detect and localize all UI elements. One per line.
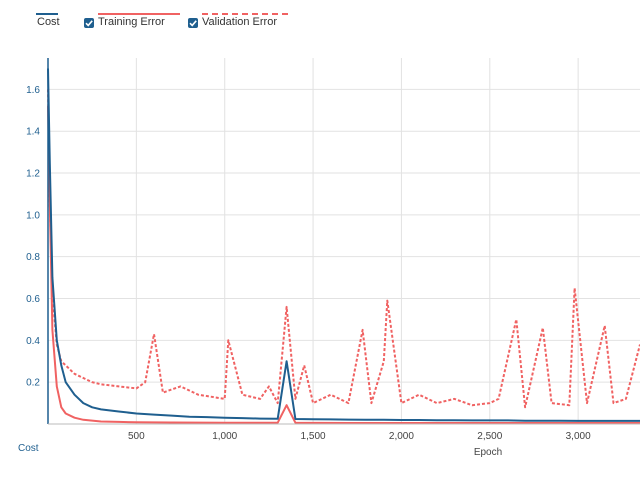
y-tick-label: 0.2	[26, 378, 40, 389]
x-axis-title: Epoch	[474, 447, 502, 458]
x-tick-label: 500	[128, 431, 145, 442]
y-tick-label: 0.6	[26, 294, 40, 305]
check-icon	[189, 20, 197, 27]
series-line-training-error	[47, 106, 640, 424]
series-layer	[47, 68, 640, 424]
checkbox-validation-error[interactable]	[188, 18, 198, 28]
legend-swatch-cost	[36, 13, 58, 15]
series-line-validation-error	[47, 89, 640, 409]
checkbox-training-error[interactable]	[84, 18, 94, 28]
y-tick-label: 1.2	[26, 169, 40, 180]
legend-label-cost: Cost	[37, 16, 60, 28]
legend-item-cost: Cost	[36, 8, 76, 38]
check-icon	[85, 20, 93, 27]
legend-label-training-error: Training Error	[98, 16, 165, 28]
x-tick-label: 1,000	[212, 431, 237, 442]
legend-swatch-training-error	[98, 13, 180, 15]
legend-item-validation-error[interactable]: Validation Error	[188, 8, 288, 38]
legend-swatch-validation-error	[202, 13, 288, 15]
series-line-cost	[47, 68, 640, 422]
x-tick-label: 1,500	[301, 431, 326, 442]
y-tick-label: 0.8	[26, 252, 40, 263]
grid-lines	[48, 58, 640, 424]
y-tick-label: 0.4	[26, 336, 40, 347]
tick-labels: 0.2 0.4 0.6 0.8 1.0 1.2 1.4 1.6 500 1,000 1,500 2,0…	[26, 85, 591, 442]
x-tick-label: 3,000	[566, 431, 591, 442]
axes	[47, 58, 640, 425]
legend-item-training-error[interactable]: Training Error	[84, 8, 184, 38]
x-tick-label: 2,000	[389, 431, 414, 442]
x-tick-label: 2,500	[477, 431, 502, 442]
legend-label-validation-error: Validation Error	[202, 16, 277, 28]
y-tick-label: 1.0	[26, 210, 40, 221]
y-tick-label: 1.6	[26, 85, 40, 96]
y-axis-title: Cost	[18, 443, 39, 454]
y-tick-label: 1.4	[26, 127, 40, 138]
